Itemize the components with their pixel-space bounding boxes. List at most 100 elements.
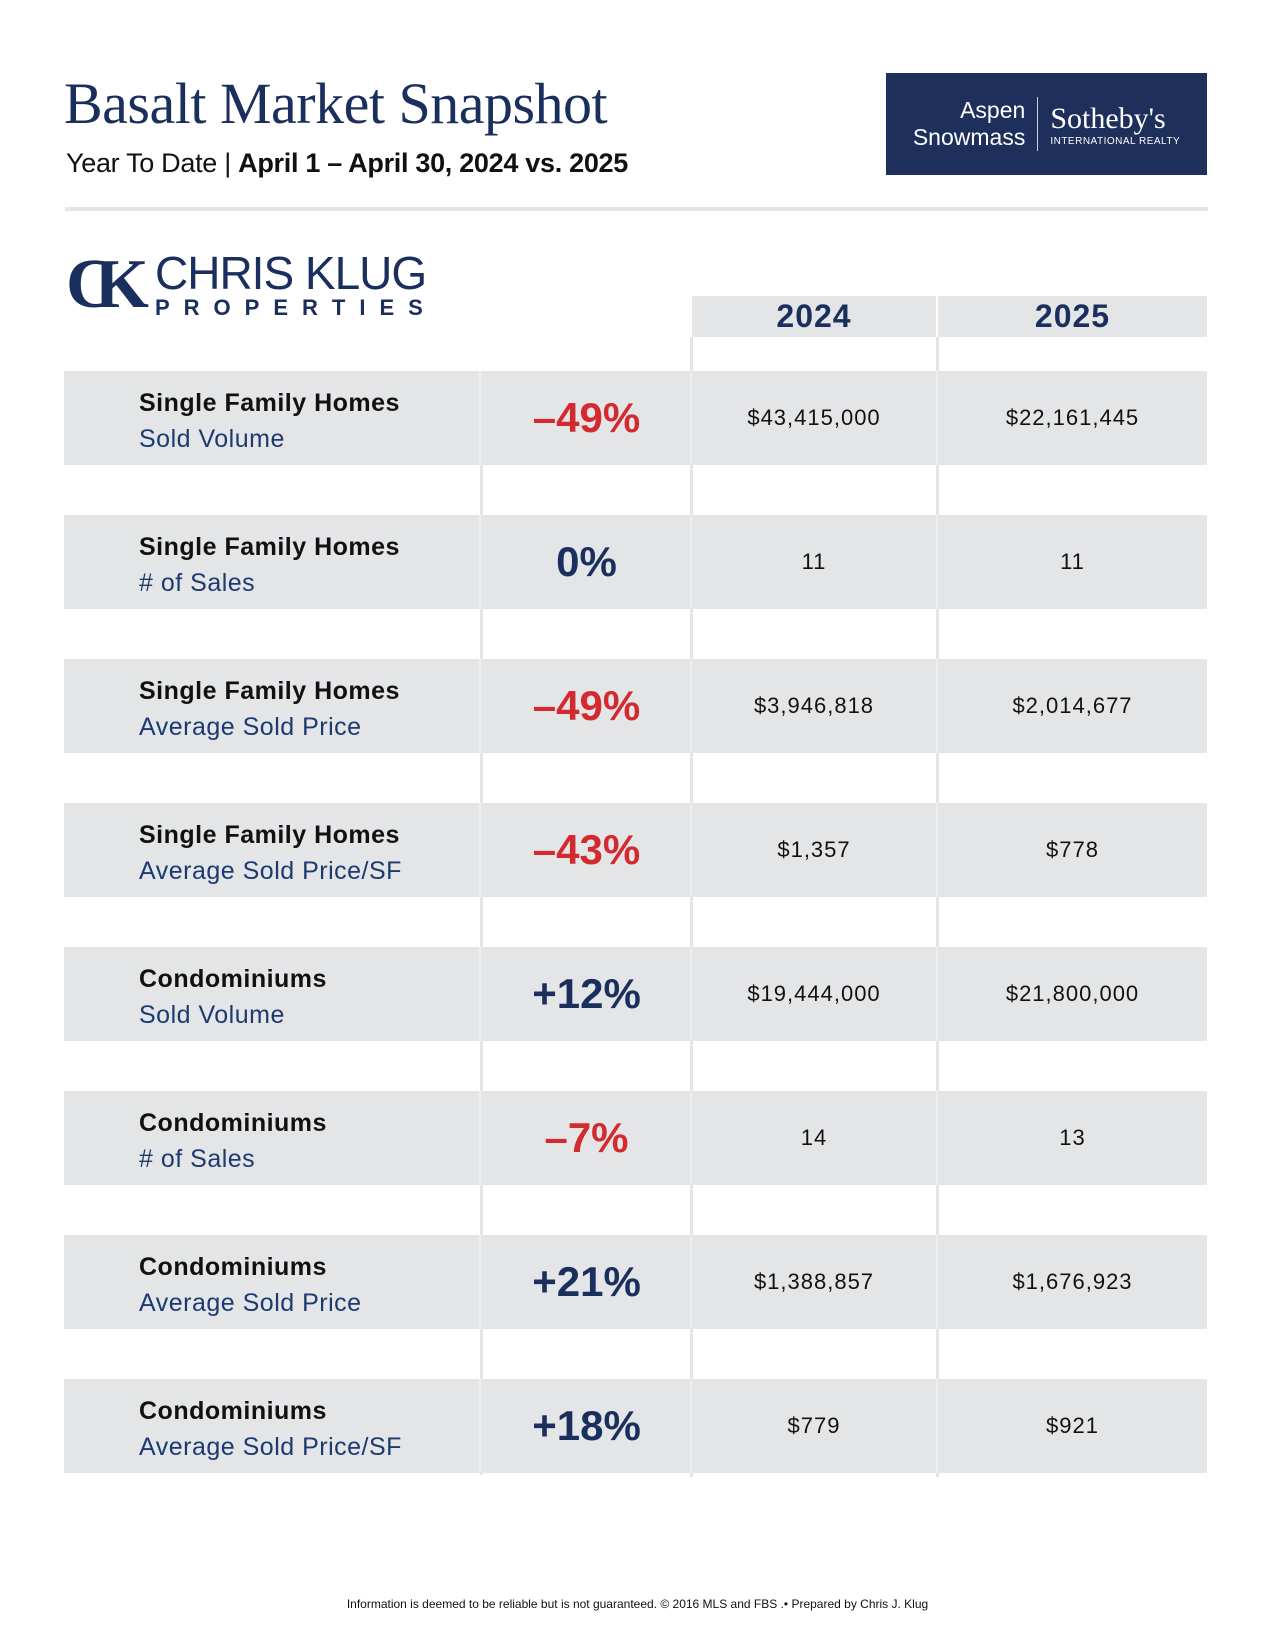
cell-divider — [690, 1235, 692, 1329]
page-subtitle: Year To Date | April 1 – April 30, 2024 … — [66, 148, 628, 179]
cell-divider — [690, 371, 692, 465]
value-2025: $2,014,677 — [1012, 693, 1133, 718]
metric-category: Condominiums — [139, 1109, 327, 1137]
column-divider — [936, 337, 939, 1477]
percent-change: –49% — [532, 394, 641, 441]
percent-change: 0% — [556, 538, 617, 585]
value-2025: 11 — [1060, 549, 1085, 574]
metric-category: Single Family Homes — [139, 821, 400, 849]
page-title: Basalt Market Snapshot — [64, 71, 608, 136]
value-2024: $43,415,000 — [747, 405, 881, 430]
metric-name: # of Sales — [139, 569, 256, 597]
metric-label: Condominiums Sold Volume — [139, 961, 327, 1033]
cell-divider — [690, 1091, 692, 1185]
cell-divider — [936, 659, 938, 753]
metric-category: Condominiums — [139, 1253, 327, 1281]
value-2025: 13 — [1059, 1125, 1086, 1150]
value-2024: 11 — [801, 549, 827, 574]
cell-divider — [479, 1235, 481, 1329]
cell-divider — [479, 659, 481, 753]
metric-row: Condominiums # of Sales –7% 14 13 — [64, 1091, 1207, 1185]
value-2025: $22,161,445 — [1005, 405, 1140, 430]
value-2025: $1,676,923 — [1012, 1269, 1133, 1294]
metric-category: Single Family Homes — [139, 389, 400, 417]
cell-divider — [936, 1091, 938, 1185]
value-2025: $21,800,000 — [1005, 981, 1140, 1006]
cell-divider — [479, 1091, 481, 1185]
value-2024: $19,444,000 — [747, 981, 881, 1006]
header-divider — [65, 207, 1208, 211]
percent-change: –7% — [544, 1114, 629, 1161]
cell-divider — [936, 1235, 938, 1329]
percent-change: –43% — [532, 826, 641, 873]
cell-divider — [690, 1379, 692, 1473]
brand-line-1: Aspen — [960, 97, 1026, 123]
value-2024: $3,946,818 — [753, 693, 875, 718]
metric-label: Condominiums Average Sold Price — [139, 1249, 362, 1321]
metric-name: # of Sales — [139, 1145, 256, 1173]
value-2024: $1,357 — [777, 837, 851, 862]
column-header-2024: 2024 — [692, 296, 936, 337]
metric-name: Average Sold Price/SF — [139, 1433, 402, 1461]
disclaimer-footer: Information is deemed to be reliable but… — [346, 1597, 929, 1611]
value-2024: 14 — [800, 1125, 828, 1150]
cell-divider — [690, 803, 692, 897]
metric-row: Single Family Homes Average Sold Price –… — [64, 659, 1207, 753]
metric-label: Single Family Homes Average Sold Price — [139, 673, 400, 745]
column-divider — [690, 337, 693, 1477]
column-header-2025: 2025 — [938, 296, 1207, 337]
metric-row: Single Family Homes # of Sales 0% 11 11 — [64, 515, 1207, 609]
percent-change: +18% — [532, 1402, 641, 1449]
metric-row: Condominiums Sold Volume +12% $19,444,00… — [64, 947, 1207, 1041]
metric-label: Single Family Homes Sold Volume — [139, 385, 400, 457]
metric-category: Condominiums — [139, 965, 327, 993]
subtitle-period-label: Year To Date | — [66, 148, 239, 178]
value-2024: $1,388,857 — [753, 1269, 875, 1294]
cell-divider — [690, 947, 692, 1041]
brand-name: Sotheby's — [1050, 101, 1166, 135]
subtitle-date-range: April 1 – April 30, 2024 vs. 2025 — [238, 148, 628, 178]
percent-change: +12% — [532, 970, 641, 1017]
brand-sub: INTERNATIONAL REALTY — [1050, 135, 1181, 147]
metric-row: Single Family Homes Sold Volume –49% $43… — [64, 371, 1207, 465]
metric-category: Single Family Homes — [139, 677, 400, 705]
metric-name: Average Sold Price — [139, 713, 362, 741]
metric-name: Average Sold Price/SF — [139, 857, 402, 885]
cell-divider — [479, 1379, 481, 1473]
metric-category: Single Family Homes — [139, 533, 400, 561]
logo-sub: PROPERTIES — [155, 295, 437, 320]
brand-line-2: Snowmass — [912, 124, 1026, 150]
metric-row: Condominiums Average Sold Price +21% $1,… — [64, 1235, 1207, 1329]
sothebys-logo: Aspen Snowmass Sotheby's INTERNATIONAL REA… — [886, 73, 1207, 175]
metric-name: Sold Volume — [139, 1001, 285, 1029]
cell-divider — [690, 515, 692, 609]
metric-label: Condominiums # of Sales — [139, 1105, 327, 1177]
cell-divider — [479, 803, 481, 897]
metric-label: Condominiums Average Sold Price/SF — [139, 1393, 402, 1465]
percent-change: +21% — [532, 1258, 641, 1305]
metric-row: Condominiums Average Sold Price/SF +18% … — [64, 1379, 1207, 1473]
value-2025: $778 — [1046, 837, 1099, 862]
cell-divider — [479, 371, 481, 465]
metric-row: Single Family Homes Average Sold Price/S… — [64, 803, 1207, 897]
cell-divider — [936, 515, 938, 609]
logo-name: CHRIS KLUG — [155, 247, 427, 299]
metric-category: Condominiums — [139, 1397, 327, 1425]
logo-monogram: CK — [66, 246, 149, 323]
metric-label: Single Family Homes # of Sales — [139, 529, 400, 601]
cell-divider — [479, 515, 481, 609]
cell-divider — [936, 803, 938, 897]
metric-name: Average Sold Price — [139, 1289, 362, 1317]
value-2025: $921 — [1046, 1413, 1099, 1438]
cell-divider — [690, 659, 692, 753]
cell-divider — [936, 1379, 938, 1473]
percent-change: –49% — [532, 682, 641, 729]
value-2024: $779 — [787, 1413, 841, 1438]
cell-divider — [479, 947, 481, 1041]
cell-divider — [936, 947, 938, 1041]
chris-klug-logo: CK CHRIS KLUG PROPERTIES — [66, 245, 437, 325]
metric-name: Sold Volume — [139, 425, 285, 453]
cell-divider — [936, 371, 938, 465]
metric-label: Single Family Homes Average Sold Price/S… — [139, 817, 402, 889]
